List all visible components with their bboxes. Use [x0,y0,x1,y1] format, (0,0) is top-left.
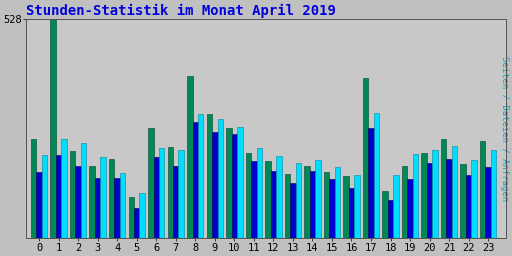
Bar [452,146,457,238]
Bar [388,200,393,238]
Bar [432,150,438,238]
Bar [329,179,335,238]
Bar [50,19,56,238]
Bar [408,179,413,238]
Bar [218,119,223,238]
Bar [31,138,36,238]
Bar [129,197,134,238]
Bar [207,114,212,238]
Bar [56,155,61,238]
Bar [466,175,472,238]
Bar [368,128,374,238]
Bar [290,184,295,238]
Bar [335,167,340,238]
Bar [257,148,262,238]
Bar [61,138,67,238]
Bar [159,148,164,238]
Bar [90,166,95,238]
Bar [374,113,379,238]
Bar [100,157,106,238]
Bar [251,162,257,238]
Bar [154,157,159,238]
Bar [491,150,496,238]
Bar [304,166,310,238]
Bar [421,153,427,238]
Bar [198,114,203,238]
Bar [120,173,125,238]
Text: Stunden-Statistik im Monat April 2019: Stunden-Statistik im Monat April 2019 [27,4,336,18]
Bar [343,176,349,238]
Bar [148,128,154,238]
Bar [187,76,193,238]
Bar [139,194,145,238]
Bar [460,164,466,238]
Bar [472,160,477,238]
Bar [315,160,321,238]
Bar [427,163,432,238]
Bar [81,143,87,238]
Bar [402,166,408,238]
Bar [134,208,139,238]
Bar [167,147,173,238]
Bar [231,134,237,238]
Bar [480,141,485,238]
Bar [295,163,301,238]
Bar [173,166,179,238]
Bar [226,128,231,238]
Bar [42,155,47,238]
Bar [246,153,251,238]
Bar [485,167,491,238]
Bar [285,174,290,238]
Bar [354,175,360,238]
Bar [115,178,120,238]
Bar [441,138,446,238]
Bar [265,162,271,238]
Bar [276,156,282,238]
Bar [237,127,243,238]
Bar [271,171,276,238]
Bar [310,171,315,238]
Bar [109,159,115,238]
Bar [95,178,100,238]
Bar [70,151,75,238]
Y-axis label: Seiten / Dateien / Anfragen: Seiten / Dateien / Anfragen [500,56,508,201]
Bar [212,132,218,238]
Bar [36,172,42,238]
Bar [413,154,418,238]
Bar [324,172,329,238]
Bar [349,188,354,238]
Bar [382,190,388,238]
Bar [75,166,81,238]
Bar [393,175,399,238]
Bar [363,78,368,238]
Bar [446,158,452,238]
Bar [193,122,198,238]
Bar [179,150,184,238]
